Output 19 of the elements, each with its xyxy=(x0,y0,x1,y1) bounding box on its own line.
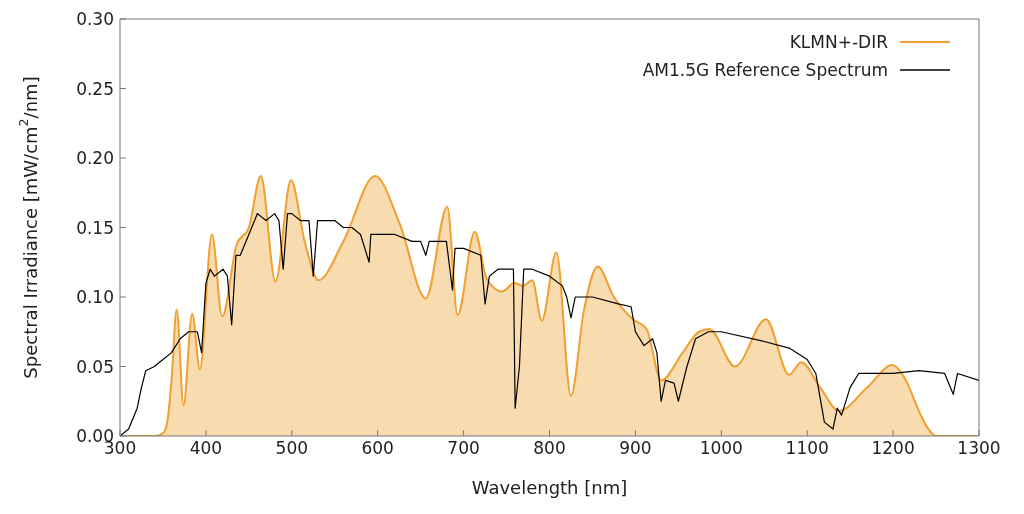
x-tick-label: 700 xyxy=(447,438,480,459)
x-tick-label: 1100 xyxy=(785,438,829,459)
x-tick-label: 800 xyxy=(533,438,566,459)
x-tick-label: 1000 xyxy=(699,438,743,459)
y-tick-label: 0.20 xyxy=(76,148,114,169)
y-tick-label: 0.05 xyxy=(76,356,114,377)
x-axis-title: Wavelength [nm] xyxy=(471,477,628,498)
legend-label: AM1.5G Reference Spectrum xyxy=(642,60,888,80)
y-tick-label: 0.25 xyxy=(76,78,114,99)
x-tick-label: 1300 xyxy=(957,438,1001,459)
y-tick-label: 0.30 xyxy=(76,9,114,30)
y-tick-label: 0.15 xyxy=(76,217,114,238)
x-tick-label: 500 xyxy=(275,438,309,459)
x-tick-label: 400 xyxy=(189,438,223,459)
x-tick-label: 600 xyxy=(361,438,394,459)
legend-label: KLMN+-DIR xyxy=(789,32,888,52)
x-tick-label: 1200 xyxy=(871,438,915,459)
y-tick-label: 0.10 xyxy=(76,287,114,308)
x-tick-label: 900 xyxy=(619,438,652,459)
